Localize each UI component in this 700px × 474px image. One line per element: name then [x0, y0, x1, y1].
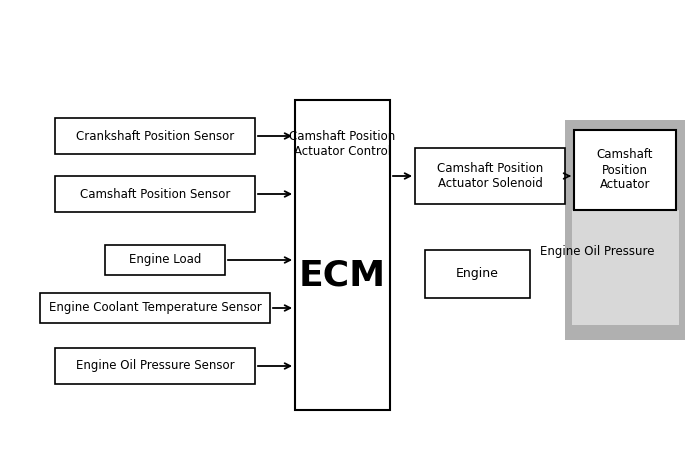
Bar — [55, 118, 255, 154]
Bar — [55, 176, 255, 212]
Text: Camshaft Position
Actuator Solenoid: Camshaft Position Actuator Solenoid — [437, 162, 543, 190]
Text: Camshaft Position Sensor: Camshaft Position Sensor — [80, 188, 230, 201]
Bar — [415, 148, 565, 204]
Bar — [295, 100, 390, 410]
Bar — [572, 210, 679, 325]
Text: Camshaft
Position
Actuator: Camshaft Position Actuator — [596, 148, 653, 191]
Text: Crankshaft Position Sensor: Crankshaft Position Sensor — [76, 129, 234, 143]
Bar — [40, 293, 270, 323]
Bar — [574, 130, 676, 210]
Bar — [105, 245, 225, 275]
Text: Engine Coolant Temperature Sensor: Engine Coolant Temperature Sensor — [48, 301, 261, 315]
Bar — [565, 120, 685, 340]
Text: Engine Oil Pressure Sensor: Engine Oil Pressure Sensor — [76, 359, 235, 373]
Text: Camshaft Position
Actuator Control: Camshaft Position Actuator Control — [289, 130, 395, 158]
Bar — [425, 250, 530, 298]
Text: Engine Oil Pressure: Engine Oil Pressure — [540, 246, 655, 258]
Text: Engine Load: Engine Load — [129, 254, 201, 266]
Bar — [55, 348, 255, 384]
Text: ECM: ECM — [299, 258, 386, 292]
Text: Engine: Engine — [456, 267, 499, 281]
